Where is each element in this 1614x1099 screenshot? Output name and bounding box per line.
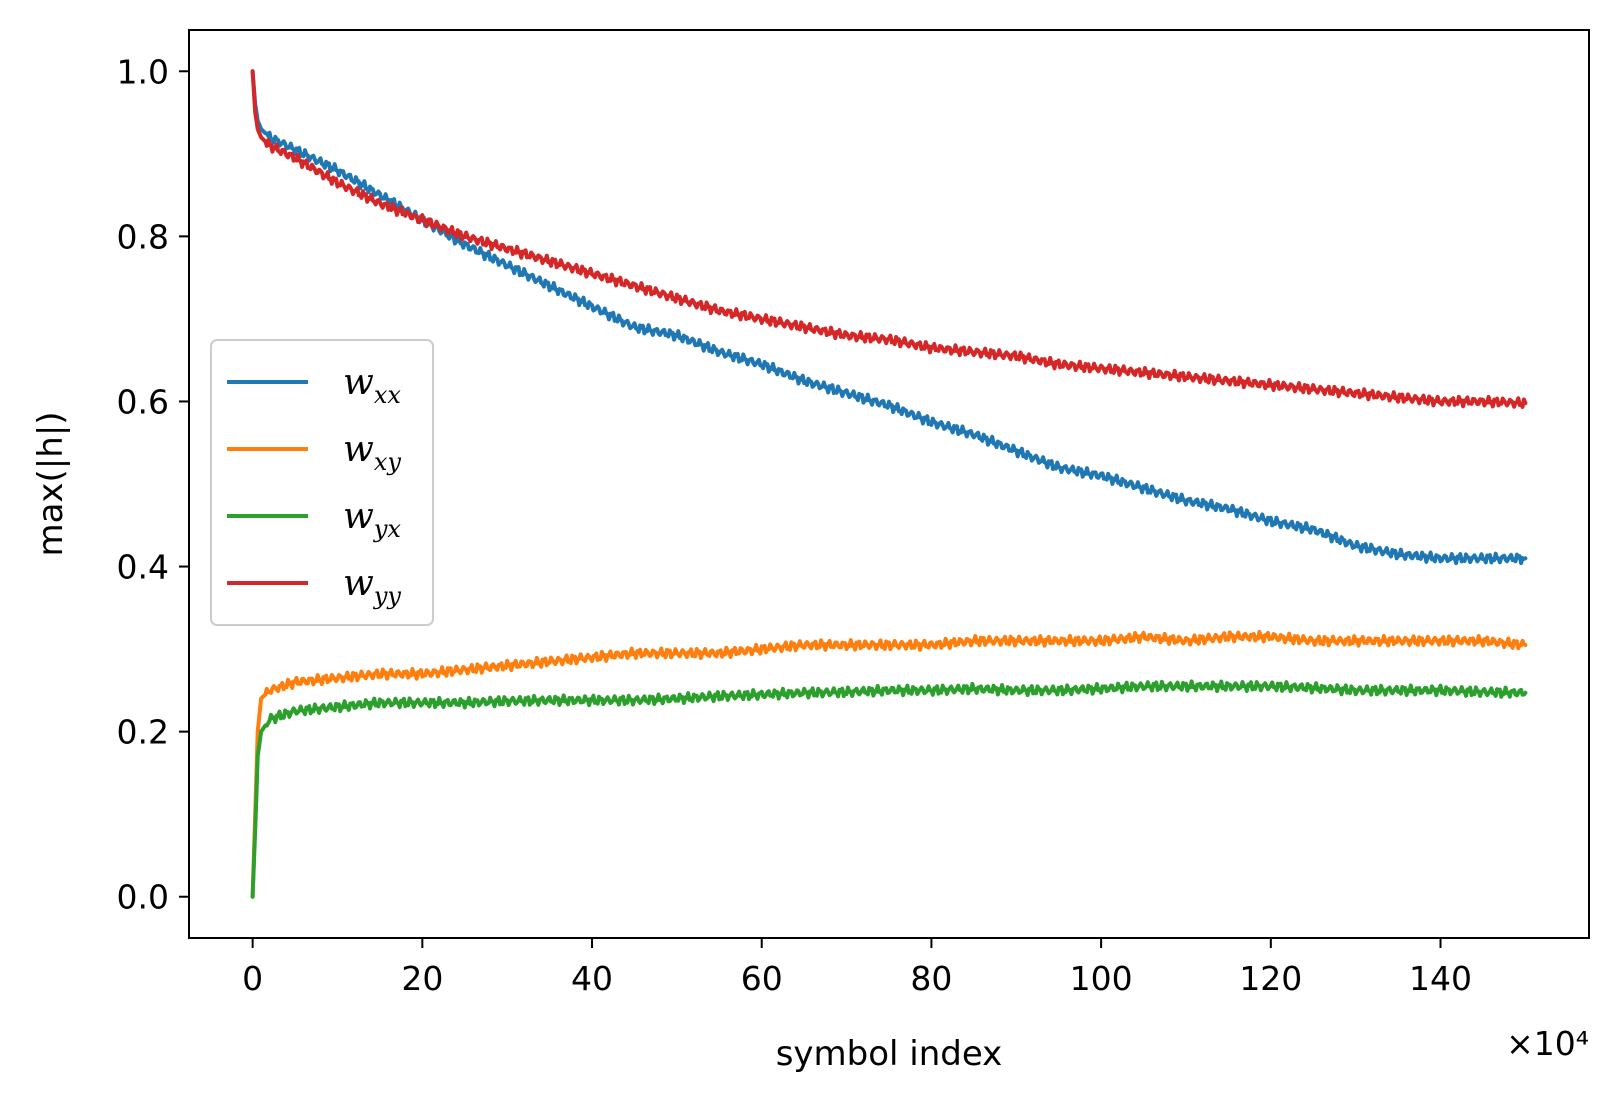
legend-label-wxy: wxy (343, 429, 401, 476)
x-tick-label: 0 (242, 959, 263, 998)
legend-label-wyy: wyy (343, 563, 401, 610)
legend-label-main: w (343, 362, 374, 403)
x-tick-label: 40 (571, 959, 613, 998)
legend-item-wyy: wyy (227, 563, 401, 610)
y-tick-label: 0.4 (117, 548, 169, 587)
x-axis-label: symbol index (776, 1034, 1003, 1074)
plot-area-frame (188, 29, 1590, 939)
x-axis-scale-label: ×10⁴ (1506, 1024, 1589, 1063)
legend-label-subscript: xy (374, 448, 402, 476)
legend-box (210, 339, 434, 626)
legend-label-wyx: wyx (343, 496, 401, 543)
legend-label-main: w (343, 496, 374, 537)
x-tick-label: 80 (910, 959, 952, 998)
legend-item-wxy: wxy (227, 429, 401, 476)
series-layer (250, 69, 1528, 899)
legend-label-subscript: yy (373, 582, 402, 610)
y-tick-label: 0.8 (117, 217, 169, 256)
series-line-wxx (250, 69, 1528, 566)
x-tick-label: 120 (1239, 959, 1302, 998)
legend-label-main: w (343, 429, 374, 470)
y-tick-label: 0.0 (117, 878, 169, 917)
y-tick-label: 1.0 (117, 52, 169, 91)
legend-label-wxx: wxx (343, 362, 401, 409)
y-axis-label: max(|h|) (31, 411, 71, 556)
y-tick-label: 0.2 (117, 713, 169, 752)
x-axis-ticks: 0 20 40 60 80 100 120 140 (242, 938, 1472, 998)
legend-label-subscript: yx (373, 515, 402, 543)
legend-item-wyx: wyx (227, 496, 401, 543)
y-axis-ticks: 0.0 0.2 0.4 0.6 0.8 1.0 (117, 52, 189, 917)
x-tick-label: 140 (1409, 959, 1472, 998)
x-tick-label: 100 (1070, 959, 1133, 998)
series-line-wyx (250, 679, 1528, 899)
legend-label-main: w (343, 563, 374, 604)
legend-label-subscript: xx (374, 381, 402, 409)
series-line-wyy (250, 69, 1528, 409)
legend-item-wxx: wxx (227, 362, 401, 409)
y-tick-label: 0.6 (117, 382, 169, 421)
series-line-wxy (250, 629, 1528, 899)
x-tick-label: 60 (741, 959, 783, 998)
x-tick-label: 20 (401, 959, 443, 998)
